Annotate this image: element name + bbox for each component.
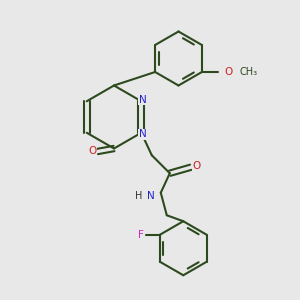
Text: O: O (88, 146, 96, 157)
Text: H: H (135, 191, 143, 201)
Text: O: O (225, 67, 233, 77)
Text: N: N (139, 95, 147, 105)
Text: N: N (139, 129, 147, 139)
Text: CH₃: CH₃ (240, 67, 258, 77)
Text: F: F (138, 230, 144, 240)
Text: O: O (193, 161, 201, 171)
Text: N: N (147, 191, 155, 201)
